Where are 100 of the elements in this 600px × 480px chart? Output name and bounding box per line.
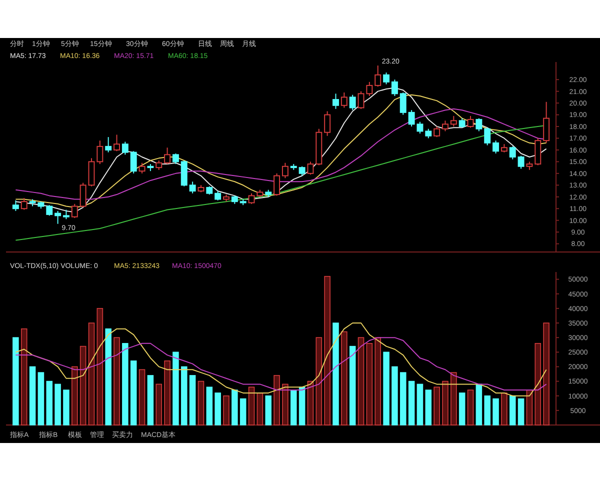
candlestick: [80, 182, 86, 208]
candlestick: [180, 160, 188, 187]
candlestick: [172, 152, 179, 165]
bar: [232, 390, 238, 426]
candlestick: [509, 146, 516, 160]
bar: [214, 392, 221, 426]
bar: [96, 308, 104, 426]
candlestick: [391, 79, 398, 97]
bar: [467, 390, 474, 426]
candlestick: [534, 138, 542, 166]
bar: [206, 386, 213, 426]
bar: [408, 380, 415, 426]
bar: [248, 386, 255, 426]
line-series: [15, 337, 547, 391]
candlestick: [442, 120, 448, 132]
bar: [122, 343, 128, 426]
bar: [63, 390, 70, 426]
candlestick: [62, 209, 70, 220]
bar: [130, 360, 137, 426]
bar: [484, 395, 490, 426]
bar: [392, 366, 398, 426]
bar: [147, 375, 154, 426]
bar: [543, 322, 550, 426]
candlestick: [543, 101, 550, 144]
bar: [46, 380, 53, 426]
candlestick: [54, 210, 62, 224]
bar: [298, 386, 306, 426]
bar: [274, 375, 280, 426]
bar: [189, 375, 196, 426]
candlestick: [458, 118, 466, 128]
bar: [518, 398, 524, 426]
candlestick: [88, 158, 95, 187]
candlestick: [71, 203, 78, 218]
bar: [509, 395, 516, 426]
bar: [374, 337, 381, 426]
candlestick: [46, 204, 53, 216]
bar: [442, 380, 448, 426]
candlestick: [434, 126, 440, 138]
bar: [20, 328, 28, 426]
bar: [290, 390, 297, 426]
bar: [156, 384, 162, 426]
bar: [476, 384, 482, 426]
bar: [450, 372, 457, 426]
line-series: [15, 322, 547, 396]
bar: [282, 384, 288, 426]
bar: [534, 343, 542, 426]
candlestick: [274, 172, 280, 196]
bar: [492, 398, 499, 426]
bar: [240, 398, 246, 426]
bar: [72, 366, 78, 426]
candlestick: [324, 110, 331, 136]
bar: [80, 346, 86, 426]
bar: [434, 386, 440, 426]
candlestick: [156, 160, 162, 170]
bar: [265, 395, 272, 426]
candlestick: [340, 92, 348, 108]
candlestick: [492, 140, 500, 154]
bar: [181, 366, 188, 426]
bar: [256, 392, 264, 426]
candlestick: [484, 127, 491, 146]
bar: [88, 322, 95, 426]
candlestick: [122, 141, 128, 156]
candlestick: [298, 166, 306, 176]
bar: [501, 392, 508, 426]
bar: [416, 384, 424, 426]
bar: [307, 380, 314, 426]
candlestick: [374, 65, 382, 88]
candlestick: [105, 136, 112, 153]
bar: [358, 337, 364, 426]
bar: [12, 337, 19, 426]
bar: [526, 390, 533, 426]
bar: [349, 346, 356, 426]
bar: [223, 395, 230, 426]
candlestick: [467, 115, 474, 128]
bar: [172, 352, 179, 426]
candlestick: [12, 200, 19, 212]
bar: [114, 337, 120, 426]
candlestick: [450, 115, 457, 128]
bar: [341, 331, 348, 426]
bar: [54, 384, 61, 426]
candlestick: [282, 162, 288, 179]
bar: [38, 372, 44, 426]
candlestick: [164, 147, 171, 165]
bar: [29, 366, 36, 426]
candlestick: [332, 93, 339, 110]
bar: [383, 352, 390, 426]
bar: [366, 343, 373, 426]
candlestick: [383, 72, 390, 85]
candlestick: [425, 128, 432, 139]
bar: [164, 360, 170, 426]
candlestick: [518, 155, 524, 170]
bar: [425, 390, 432, 426]
bar: [324, 276, 330, 426]
candlestick: [96, 140, 104, 165]
candlestick: [476, 118, 482, 132]
bar: [105, 328, 112, 426]
candlestick: [214, 190, 222, 201]
candlestick: [130, 150, 137, 174]
bar: [332, 322, 339, 426]
candlestick: [307, 161, 314, 176]
